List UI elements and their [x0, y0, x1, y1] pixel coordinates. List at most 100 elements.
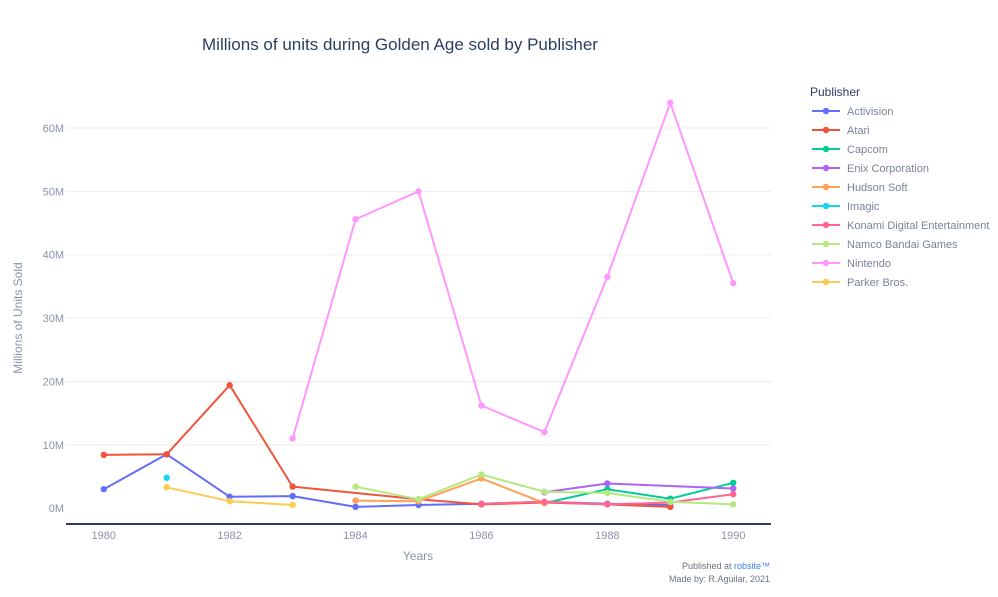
legend-marker-swatch [822, 183, 830, 191]
gridlines [66, 127, 771, 446]
y-tick-label: 40M [43, 250, 64, 262]
legend: Publisher Activision Atari Capcom Enix Corp… [810, 85, 989, 289]
legend-item[interactable]: Namco Bandai Games [812, 239, 958, 251]
legend-label: Hudson Soft [847, 182, 908, 194]
legend-label: Imagic [847, 201, 880, 213]
legend-item[interactable]: Konami Digital Entertainment [812, 220, 989, 232]
x-tick-label: 1980 [92, 530, 116, 542]
legend-label: Enix Corporation [847, 163, 929, 175]
data-point[interactable] [604, 480, 611, 487]
legend-label: Konami Digital Entertainment [847, 220, 989, 232]
legend-marker-swatch [822, 240, 830, 248]
legend-item[interactable]: Parker Bros. [812, 277, 908, 289]
data-point[interactable] [289, 501, 296, 509]
data-point[interactable] [415, 188, 422, 195]
legend-marker-swatch [822, 221, 830, 229]
data-point[interactable] [100, 451, 107, 459]
series-line [544, 481, 734, 505]
data-point[interactable] [730, 491, 737, 498]
y-tick-label: 0M [49, 503, 64, 515]
x-axis-title: Years [403, 549, 433, 563]
legend-label: Parker Bros. [847, 277, 908, 289]
series-parker-bros- [163, 484, 296, 509]
data-point[interactable] [604, 489, 611, 497]
data-point[interactable] [163, 484, 170, 491]
data-point[interactable] [730, 479, 737, 487]
data-point[interactable] [541, 498, 548, 506]
legend-item[interactable]: Atari [812, 125, 870, 137]
data-point[interactable] [730, 280, 737, 287]
data-point[interactable] [478, 402, 485, 409]
x-tick-label: 1988 [595, 530, 619, 542]
legend-marker-swatch [822, 202, 830, 210]
legend-label: Nintendo [847, 258, 891, 270]
legend-label: Capcom [847, 144, 888, 156]
data-point[interactable] [226, 382, 233, 389]
data-point[interactable] [604, 501, 611, 508]
data-point[interactable] [415, 496, 422, 503]
data-point[interactable] [289, 483, 296, 490]
y-tick-label: 30M [43, 313, 64, 325]
series-imagic [163, 474, 170, 481]
x-tick-label: 1984 [343, 530, 367, 542]
published-credit: Published at robsite™ [682, 561, 770, 571]
legend-marker-swatch [822, 145, 830, 153]
data-point[interactable] [163, 451, 170, 458]
published-link[interactable]: robsite™ [734, 561, 770, 571]
legend-item[interactable]: Hudson Soft [812, 182, 908, 194]
data-point[interactable] [352, 216, 359, 223]
legend-marker-swatch [822, 126, 830, 134]
legend-marker-swatch [822, 278, 830, 286]
published-prefix: Published at [682, 561, 734, 571]
series-namco-bandai-games [352, 471, 737, 508]
data-point[interactable] [478, 500, 485, 507]
x-tick-label: 1986 [469, 530, 493, 542]
y-tick-label: 20M [43, 376, 64, 388]
x-tick-label: 1982 [217, 530, 241, 542]
data-point[interactable] [667, 99, 674, 106]
made-by-credit: Made by: R.Aguilar, 2021 [669, 574, 770, 584]
data-point[interactable] [352, 503, 359, 511]
legend-label: Activision [847, 106, 893, 118]
y-tick-label: 60M [43, 123, 64, 135]
y-tick-labels: 0M 10M 20M 30M 40M 50M 60M [43, 123, 64, 515]
series-group [100, 99, 737, 511]
legend-item[interactable]: Activision [812, 106, 893, 118]
chart-title: Millions of units during Golden Age sold… [202, 35, 598, 54]
y-tick-label: 10M [43, 440, 64, 452]
x-tick-label: 1990 [721, 530, 745, 542]
legend-item[interactable]: Nintendo [812, 258, 891, 270]
legend-item[interactable]: Imagic [812, 201, 880, 213]
y-tick-label: 50M [43, 186, 64, 198]
legend-label: Atari [847, 125, 870, 137]
series-line [291, 101, 735, 439]
legend-marker-swatch [822, 164, 830, 172]
data-point[interactable] [100, 485, 107, 493]
data-point[interactable] [289, 492, 296, 500]
legend-item[interactable]: Enix Corporation [812, 163, 929, 175]
data-point[interactable] [541, 428, 548, 436]
data-point[interactable] [163, 474, 170, 481]
data-point[interactable] [667, 503, 674, 511]
x-tick-labels: 1980 1982 1984 1986 1988 1990 [92, 530, 746, 542]
data-point[interactable] [604, 273, 611, 281]
legend-label: Namco Bandai Games [847, 239, 958, 251]
data-point[interactable] [226, 493, 233, 500]
series-nintendo [289, 99, 737, 442]
series-line [355, 477, 545, 505]
y-axis-title: Millions of Units Sold [11, 262, 25, 373]
legend-item[interactable]: Capcom [812, 144, 888, 156]
data-point[interactable] [667, 498, 674, 506]
data-point[interactable] [226, 497, 233, 505]
data-point[interactable] [289, 435, 296, 442]
data-point[interactable] [541, 488, 548, 495]
data-point[interactable] [730, 501, 737, 508]
legend-title: Publisher [810, 85, 860, 99]
data-point[interactable] [352, 483, 359, 490]
legend-marker-swatch [822, 107, 830, 115]
data-point[interactable] [730, 485, 737, 492]
data-point[interactable] [352, 497, 359, 504]
data-point[interactable] [478, 471, 485, 478]
